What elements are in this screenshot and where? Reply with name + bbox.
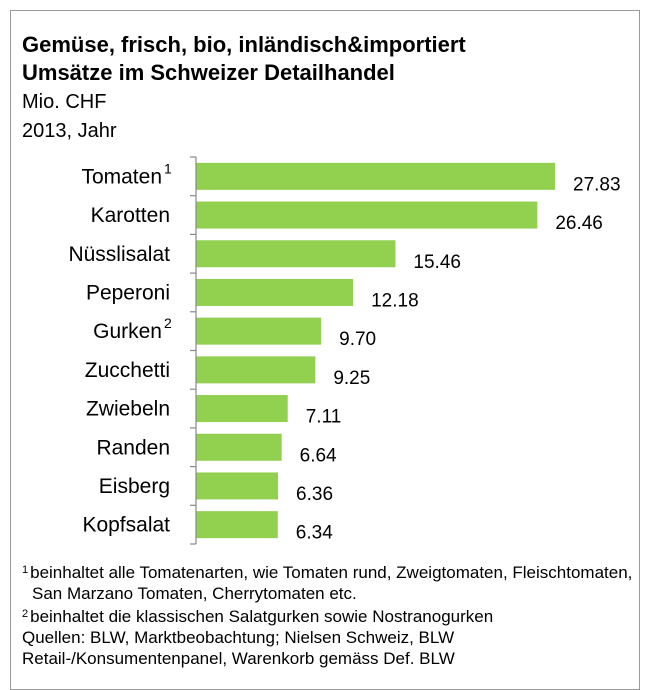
bar	[196, 278, 354, 306]
footnote-mark: 2	[22, 608, 29, 620]
value-label: 9.25	[333, 368, 370, 389]
bar	[196, 395, 288, 423]
value-label: 12.18	[371, 290, 419, 311]
footnote-text: beinhaltet alle Tomatenarten, wie Tomate…	[30, 563, 633, 603]
value-label: 9.70	[339, 329, 376, 350]
bar	[196, 511, 278, 539]
page: Gemüse, frisch, bio, inländisch&importie…	[10, 10, 642, 690]
chart: Gemüse, frisch, bio, inländisch&importie…	[22, 32, 621, 545]
source: Quellen: BLW, Marktbeobachtung; Nielsen …	[22, 628, 455, 668]
value-label: 6.34	[296, 523, 333, 544]
footnote: 1 beinhaltet alle Tomatenarten, wie Tomat…	[22, 560, 642, 604]
period-label: 2013, Jahr	[22, 120, 117, 142]
y-tick-label: Tomaten	[81, 165, 162, 188]
value-label: 26.46	[555, 213, 603, 234]
value-label: 27.83	[573, 174, 621, 195]
y-tick-label: Karotten	[91, 204, 170, 227]
value-label: 7.11	[306, 407, 342, 428]
bar	[196, 356, 316, 384]
footnote-text: beinhaltet die klassischen Salatgurken s…	[30, 607, 494, 626]
y-tick-label: Gurken	[93, 320, 162, 343]
bar	[196, 240, 396, 268]
y-tick-label: Eisberg	[99, 475, 170, 498]
bar	[196, 162, 556, 190]
category-mark: 1	[164, 160, 172, 176]
value-label: 6.64	[300, 445, 337, 466]
value-label: 6.36	[296, 484, 333, 505]
bar	[196, 433, 282, 461]
y-tick-label: Nüsslisalat	[68, 243, 170, 266]
chart-subtitle: Umsätze im Schweizer Detailhandel	[22, 60, 395, 85]
footnote-mark: 1	[22, 564, 29, 576]
bar	[196, 201, 538, 229]
bar	[196, 317, 322, 345]
y-tick-label: Zucchetti	[85, 359, 170, 382]
footnote: 2 beinhaltet die klassischen Salatgurken …	[22, 604, 642, 627]
y-tick-label: Peperoni	[86, 281, 170, 304]
bar	[196, 472, 279, 500]
y-tick-label: Zwiebeln	[86, 398, 170, 421]
chart-title: Gemüse, frisch, bio, inländisch&importie…	[22, 32, 466, 57]
category-mark: 2	[164, 315, 172, 331]
y-tick-label: Randen	[96, 436, 170, 459]
y-tick-label: Kopfsalat	[82, 514, 170, 537]
footnotes: 1 beinhaltet alle Tomatenarten, wie Tomat…	[22, 560, 642, 669]
value-label: 15.46	[413, 252, 461, 273]
unit-label: Mio. CHF	[22, 91, 106, 113]
